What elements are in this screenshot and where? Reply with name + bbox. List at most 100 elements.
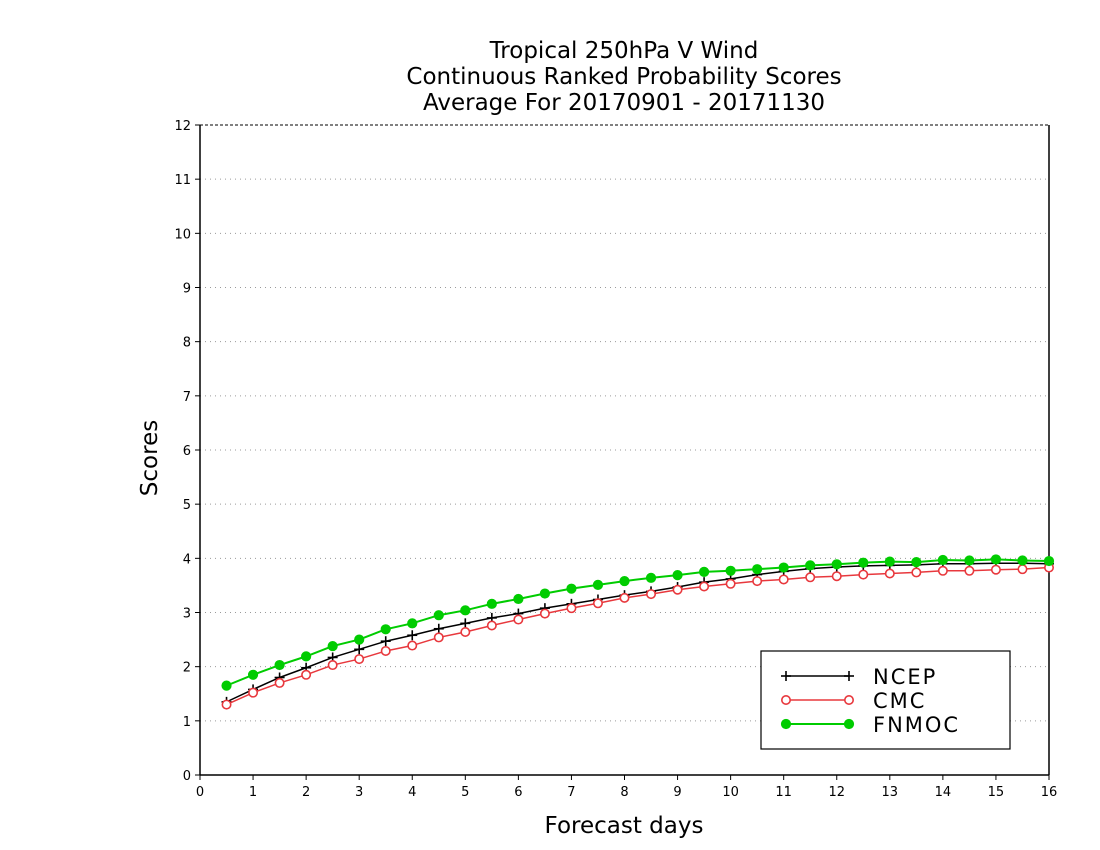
data-point-cmc [539,608,550,619]
x-tick-label: 3 [355,785,363,800]
data-point-fnmoc [327,640,338,652]
data-point-cmc [725,578,736,589]
data-point-cmc [699,581,710,592]
data-point-cmc [486,620,497,631]
data-point-cmc [964,565,975,576]
x-tick-label: 9 [673,785,681,800]
y-tick-label: 12 [174,119,191,134]
data-point-fnmoc [433,610,444,621]
data-point-fnmoc [990,554,1002,565]
y-tick-label: 11 [174,173,191,188]
data-point-cmc [752,576,763,587]
x-tick-label: 4 [408,785,416,800]
data-point-ncep [460,618,471,629]
data-point-fnmoc [645,572,657,583]
data-point-cmc [619,592,630,603]
legend-label: FNMOC [873,713,960,737]
data-point-fnmoc [725,565,736,576]
data-point-cmc [460,626,471,637]
data-point-fnmoc [247,669,259,680]
y-tick-label: 10 [174,227,191,242]
data-point-fnmoc [486,598,497,609]
data-point-fnmoc [937,554,948,566]
data-point-cmc [646,589,657,600]
data-point-fnmoc [301,651,312,662]
data-point-fnmoc [407,618,418,629]
x-tick-label: 7 [567,785,575,800]
data-point-cmc [380,645,391,656]
chart-title-line: Continuous Ranked Probability Scores [406,64,841,90]
y-axis-label: Scores [137,420,163,496]
data-point-fnmoc [460,605,471,616]
data-point-cmc [911,567,922,578]
data-point-cmc [990,564,1001,575]
data-point-fnmoc [672,570,683,581]
grid [200,178,1049,722]
data-point-fnmoc [698,566,710,577]
legend-marker [843,694,854,705]
data-point-cmc [1017,564,1028,575]
data-point-fnmoc [513,593,524,605]
data-point-fnmoc [831,559,842,570]
x-tick-label: 1 [249,785,257,800]
series-cmc [221,562,1055,710]
data-point-fnmoc [1043,555,1055,567]
data-point-fnmoc [805,560,816,571]
y-tick-label: 2 [183,661,191,676]
y-tick-label: 4 [183,552,191,567]
data-point-cmc [354,654,365,665]
data-point-fnmoc [354,634,365,645]
data-point-cmc [433,632,444,643]
legend-marker [844,671,854,681]
x-tick-label: 8 [620,785,628,800]
data-point-cmc [274,677,285,688]
x-tick-label: 5 [461,785,469,800]
data-point-fnmoc [884,556,895,567]
data-point-cmc [301,669,312,680]
data-point-fnmoc [778,562,789,573]
data-point-cmc [566,603,577,614]
legend-label: NCEP [873,665,937,689]
y-tick-label: 5 [183,498,191,513]
x-tick-label: 10 [722,785,739,800]
data-point-fnmoc [566,583,577,594]
chart-title-line: Tropical 250hPa V Wind [489,38,759,64]
data-point-fnmoc [1017,555,1028,566]
data-point-cmc [327,660,338,671]
x-tick-label: 13 [882,785,899,800]
data-point-cmc [248,687,259,698]
legend-label: CMC [873,689,926,713]
data-point-cmc [805,572,816,583]
data-point-cmc [831,571,842,582]
data-point-ncep [380,636,391,647]
x-axis-label: Forecast days [545,813,704,839]
legend-item-fnmoc: FNMOC [780,713,960,737]
legend-item-cmc: CMC [780,689,926,713]
data-point-fnmoc [752,564,763,575]
y-tick-label: 6 [183,444,191,459]
data-point-cmc [407,640,418,651]
y-tick-label: 3 [183,607,191,622]
data-point-fnmoc [274,659,285,671]
x-tick-label: 0 [196,785,204,800]
y-tick-label: 8 [183,336,191,351]
legend-item-ncep: NCEP [781,665,937,689]
data-point-fnmoc [221,680,232,691]
x-tick-label: 16 [1041,785,1058,800]
data-point-cmc [221,699,232,710]
y-tick-label: 0 [183,769,191,784]
data-point-cmc [592,598,603,609]
data-point-cmc [672,584,683,595]
x-tick-label: 6 [514,785,522,800]
data-point-fnmoc [539,588,551,599]
y-tick-label: 1 [183,715,191,730]
legend-marker [781,671,791,681]
data-point-fnmoc [964,555,975,566]
y-tick-label: 9 [183,282,191,297]
legend-marker [843,718,855,730]
data-point-fnmoc [380,624,391,635]
